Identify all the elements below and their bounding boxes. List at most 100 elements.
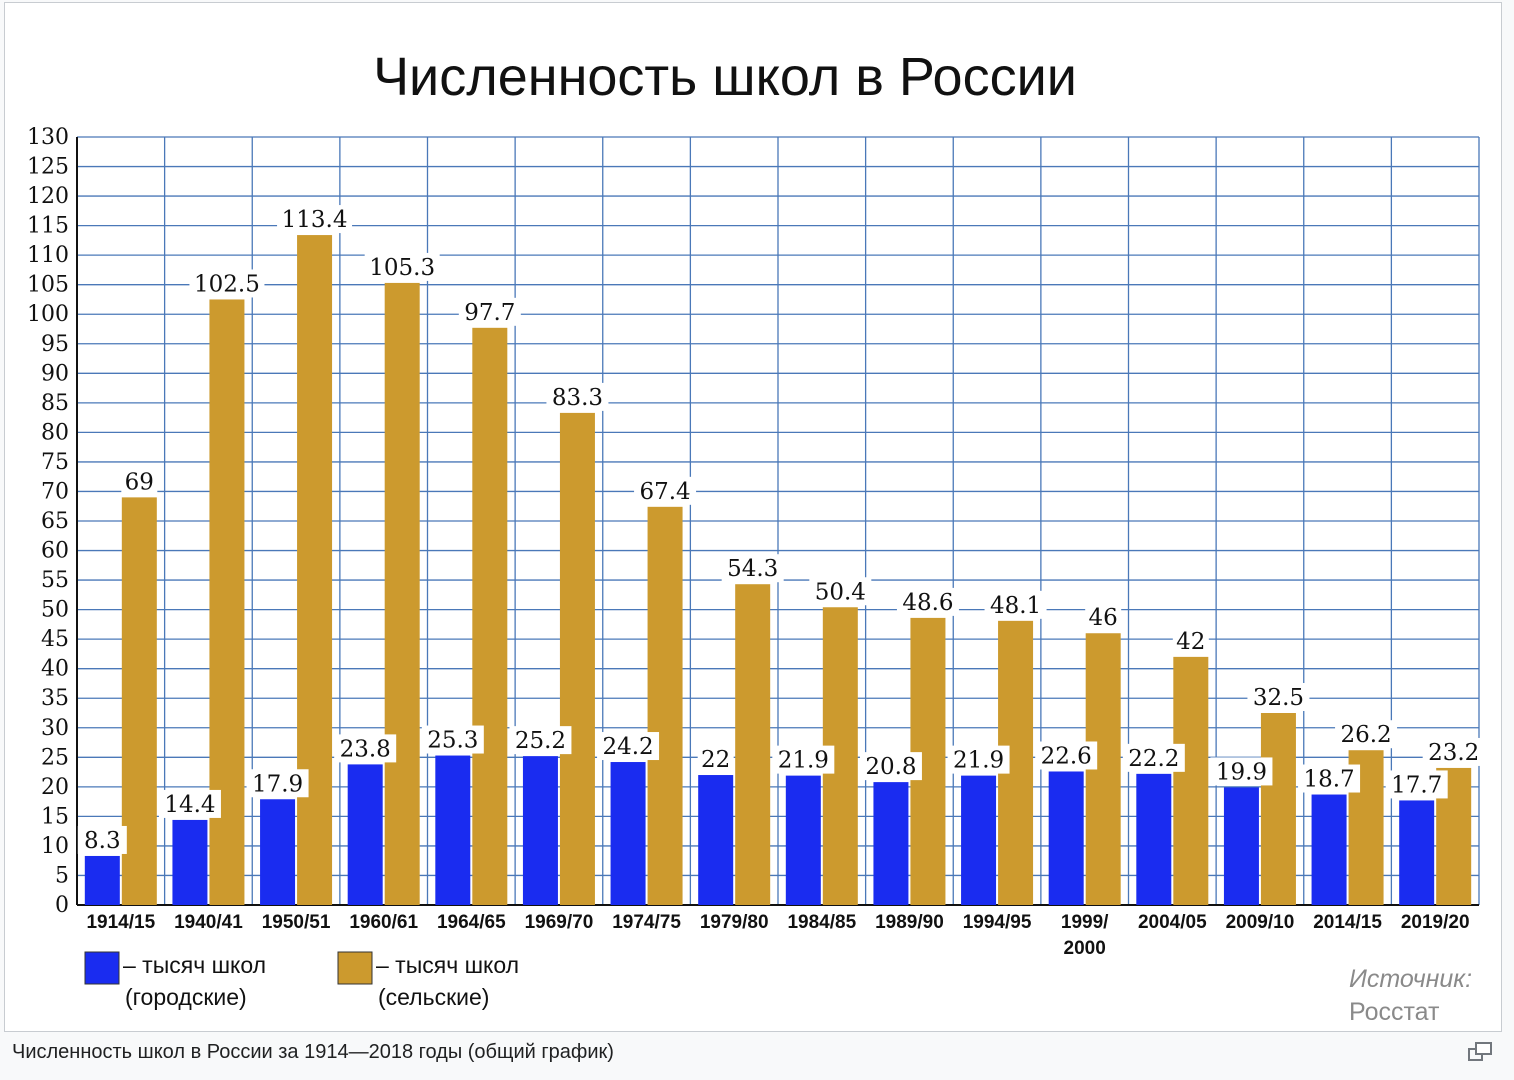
bar-rural xyxy=(1260,713,1296,905)
data-label-rural: 97.7 xyxy=(464,300,515,326)
bar-urban xyxy=(347,764,383,905)
bar-urban xyxy=(1223,787,1259,905)
data-label-bg xyxy=(947,745,1010,774)
data-label-rural: 113.4 xyxy=(282,207,348,233)
y-tick-label: 30 xyxy=(41,716,69,741)
y-tick-label: 85 xyxy=(41,391,69,416)
data-label-rural: 102.5 xyxy=(194,271,260,297)
bar-rural xyxy=(647,506,683,905)
y-tick-label: 130 xyxy=(27,125,69,150)
bar-urban xyxy=(785,775,821,905)
legend-swatch-rural xyxy=(337,951,373,985)
y-tick-label: 100 xyxy=(27,302,69,327)
data-label-urban: 17.7 xyxy=(1391,772,1442,798)
data-label-urban: 21.9 xyxy=(778,748,829,774)
data-label-urban: 20.8 xyxy=(865,754,916,780)
bar-urban xyxy=(260,799,296,905)
bar-urban xyxy=(1311,794,1347,905)
data-label-bg xyxy=(1247,683,1310,711)
data-label-urban: 17.9 xyxy=(252,771,303,797)
data-label-rural: 48.6 xyxy=(902,590,953,616)
data-label-rural: 32.5 xyxy=(1253,685,1304,711)
bar-urban xyxy=(84,855,120,905)
bar-urban xyxy=(1136,773,1172,905)
y-tick-label: 120 xyxy=(27,184,69,209)
y-tick-label: 55 xyxy=(41,568,69,593)
bar-urban xyxy=(522,756,558,905)
data-label-bg xyxy=(1122,743,1185,772)
y-tick-label: 90 xyxy=(41,361,69,386)
legend-label-urban: – тысяч школ (городские) xyxy=(123,952,266,1010)
x-tick-label: 1989/90 xyxy=(875,912,944,933)
data-label-rural: 83.3 xyxy=(552,385,603,411)
data-label-rural: 46 xyxy=(1089,605,1118,631)
bar-rural xyxy=(1173,656,1209,905)
y-tick-label: 20 xyxy=(41,775,69,800)
chart: Численность школ в России 0 5 10 15 20 25 30 35… xyxy=(27,47,1485,1026)
data-label-rural: 50.4 xyxy=(815,579,866,605)
y-tick-label: 95 xyxy=(41,332,69,357)
x-axis-ticks: 1914/15 1940/41 1950/51 1960/61 1964/65 1969/… xyxy=(86,912,1469,959)
enlarge-icon[interactable] xyxy=(1467,1041,1495,1063)
y-tick-label: 60 xyxy=(41,539,69,564)
data-label-urban: 8.3 xyxy=(84,828,121,854)
data-label-urban: 22.2 xyxy=(1128,746,1179,772)
data-label-bg xyxy=(546,382,609,411)
data-label-urban: 22 xyxy=(701,747,730,773)
data-label-bg xyxy=(1172,626,1209,655)
data-label-urban: 25.3 xyxy=(427,728,478,754)
x-tick-label: 1969/70 xyxy=(525,912,594,933)
bar-rural xyxy=(472,327,508,905)
bar-urban xyxy=(1048,771,1084,905)
data-label-bg xyxy=(896,587,959,616)
y-tick-label: 75 xyxy=(41,450,69,475)
data-label-bg xyxy=(421,725,484,754)
data-label-bg xyxy=(1085,603,1122,632)
data-label-bg xyxy=(509,726,572,755)
data-label-bg xyxy=(1422,737,1485,766)
data-label-urban: 18.7 xyxy=(1303,767,1354,793)
data-labels: 8.3 69 14.4 102.5 17.9 113.4 23.8 105.3 25.3 97.7… xyxy=(77,205,1485,854)
y-tick-label: 15 xyxy=(41,804,69,829)
data-label-urban: 25.2 xyxy=(515,728,566,754)
y-axis-ticks: 0 5 10 15 20 25 30 35 40 45 50 55 60 65 70 75 80 85 90 95 10… xyxy=(27,125,69,918)
data-label-bg xyxy=(189,269,265,298)
x-tick-label: 1914/15 xyxy=(86,912,155,933)
x-tick-label: 2009/10 xyxy=(1226,912,1295,933)
data-label-rural: 23.2 xyxy=(1428,740,1479,766)
bar-urban xyxy=(961,775,997,905)
x-tick-label: 1984/85 xyxy=(787,912,856,933)
x-tick-label: 2004/05 xyxy=(1138,912,1207,933)
data-label-urban: 24.2 xyxy=(602,734,653,760)
x-tick-label: 1999/2000 xyxy=(1061,912,1109,959)
data-label-urban: 19.9 xyxy=(1216,759,1267,785)
data-label-urban: 14.4 xyxy=(164,792,215,818)
x-tick-label: 2019/20 xyxy=(1401,912,1470,933)
x-tick-label: 1960/61 xyxy=(349,912,418,933)
data-label-bg xyxy=(1385,770,1448,799)
data-label-bg xyxy=(121,467,158,496)
data-label-bg xyxy=(1335,720,1398,749)
bar-urban xyxy=(873,782,909,905)
x-tick-label: 1974/75 xyxy=(612,912,681,933)
source-note: Источник: Росстат xyxy=(1349,965,1472,1026)
y-tick-label: 105 xyxy=(27,273,69,298)
data-label-bg xyxy=(772,745,835,774)
chart-title: Численность школ в России xyxy=(373,47,1077,107)
figure-caption: Численность школ в России за 1914—2018 г… xyxy=(12,1041,614,1063)
data-label-bg xyxy=(1298,764,1361,793)
data-label-rural: 48.1 xyxy=(990,593,1041,619)
x-tick-label: 1994/95 xyxy=(963,912,1032,933)
x-tick-label: 1964/65 xyxy=(437,912,506,933)
bar-urban xyxy=(1399,800,1435,905)
data-label-bg xyxy=(458,297,521,326)
data-label-bg xyxy=(809,577,872,606)
bar-rural xyxy=(735,584,771,905)
data-label-bg xyxy=(277,205,353,234)
y-tick-label: 80 xyxy=(41,420,69,445)
data-label-bg xyxy=(721,554,784,583)
data-label-bg xyxy=(246,769,309,798)
data-label-rural: 42 xyxy=(1176,629,1205,655)
data-label-rural: 26.2 xyxy=(1340,722,1391,748)
y-tick-label: 125 xyxy=(27,155,69,180)
